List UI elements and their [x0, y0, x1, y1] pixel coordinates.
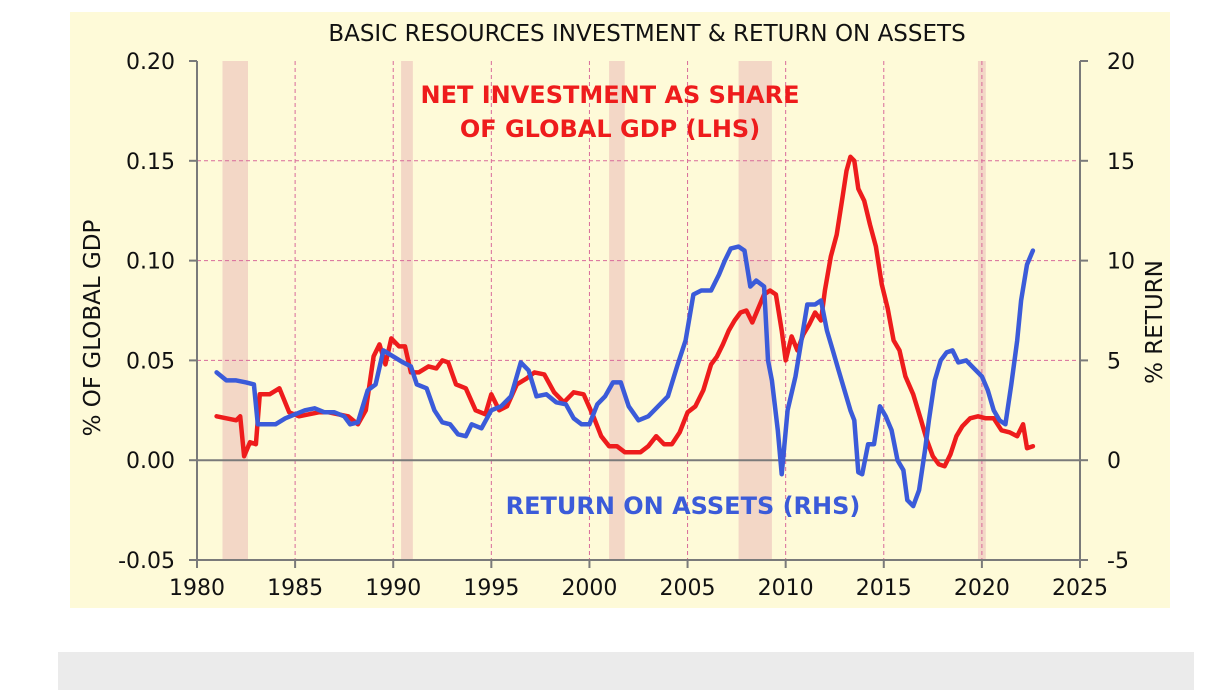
- y-left-tick-label-4: 0.00: [126, 449, 175, 474]
- net-investment-label-line-1: NET INVESTMENT AS SHARE: [421, 81, 800, 109]
- y-right-tick-label-1: 15: [1107, 150, 1135, 175]
- series-line-1: [214, 244, 1036, 509]
- chart-svg: 1980 1985 1990 1995 2000 2005 2010 2015 2020 2025…: [80, 21, 1168, 601]
- y-left-tick-label-0: 0.20: [126, 50, 175, 75]
- chart-title: BASIC RESOURCES INVESTMENT & RETURN ON A…: [328, 21, 965, 47]
- recession-band-2: [609, 61, 625, 560]
- axes: 1980 1985 1990 1995 2000 2005 2010 2015 2020 2025…: [118, 50, 1135, 601]
- recession-band-1: [401, 61, 413, 560]
- y-right-tick-label-5: -5: [1107, 549, 1129, 574]
- y-axis-title-right: % RETURN: [1142, 260, 1168, 384]
- x-tick-label-2005: 2005: [660, 576, 716, 601]
- y-left-tick-label-5: -0.05: [118, 549, 175, 574]
- series-lines: [214, 154, 1036, 509]
- x-tick-label-2020: 2020: [954, 576, 1010, 601]
- x-tick-label-2025: 2025: [1052, 576, 1108, 601]
- x-tick-label-2010: 2010: [758, 576, 814, 601]
- x-tick-label-2000: 2000: [561, 576, 617, 601]
- y-right-tick-label-0: 20: [1107, 50, 1135, 75]
- y-left-tick-label-2: 0.10: [126, 250, 175, 275]
- y-right-tick-label-2: 10: [1107, 250, 1135, 275]
- chart-panel: 1980 1985 1990 1995 2000 2005 2010 2015 2020 2025…: [70, 12, 1170, 608]
- y-left-tick-label-1: 0.15: [126, 150, 175, 175]
- x-tick-label-1980: 1980: [169, 576, 225, 601]
- x-tick-label-1990: 1990: [365, 576, 421, 601]
- y-left-tick-label-3: 0.05: [126, 349, 175, 374]
- recession-band-0: [222, 61, 249, 560]
- series-line-0: [214, 154, 1036, 469]
- x-tick-label-1985: 1985: [267, 576, 323, 601]
- grid-lines: [197, 61, 1080, 560]
- labels: BASIC RESOURCES INVESTMENT & RETURN ON A…: [80, 21, 1168, 520]
- recession-band-4: [977, 61, 986, 560]
- net-investment-label-line-2: OF GLOBAL GDP (LHS): [460, 115, 760, 143]
- y-right-tick-label-4: 0: [1107, 449, 1121, 474]
- bottom-strip: [58, 652, 1194, 690]
- x-tick-label-1995: 1995: [463, 576, 519, 601]
- y-axis-title-left: % OF GLOBAL GDP: [80, 219, 106, 436]
- y-right-tick-label-3: 5: [1107, 349, 1121, 374]
- return-on-assets-label: RETURN ON ASSETS (RHS): [506, 492, 861, 520]
- x-tick-label-2015: 2015: [856, 576, 912, 601]
